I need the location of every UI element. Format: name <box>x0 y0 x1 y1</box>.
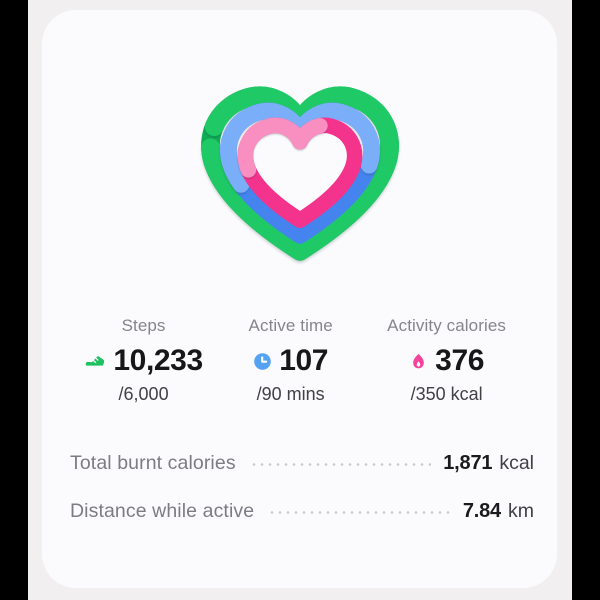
steps-value: 10,233 <box>113 344 203 377</box>
total-burnt-calories-label: Total burnt calories <box>70 451 236 474</box>
activity-calories-value: 376 <box>435 344 485 377</box>
calories-ring-progress <box>237 117 362 228</box>
activity-summary-card[interactable]: Steps 10,233 /6,000 Active time <box>42 10 557 588</box>
shoe-icon <box>84 350 106 372</box>
distance-while-active-label: Distance while active <box>70 499 255 522</box>
summary-rows: Total burnt calories 1,871 kcal Distance… <box>70 439 534 535</box>
stat-steps[interactable]: Steps 10,233 /6,000 <box>70 315 217 405</box>
row-total-burnt-calories[interactable]: Total burnt calories 1,871 kcal <box>70 439 534 487</box>
total-burnt-calories-unit: kcal <box>499 451 534 474</box>
stats-row: Steps 10,233 /6,000 Active time <box>42 315 557 405</box>
distance-while-active-value: 7.84 <box>462 499 501 522</box>
total-burnt-calories-value: 1,871 <box>443 451 493 474</box>
app-background: Steps 10,233 /6,000 Active time <box>28 0 572 600</box>
row-distance-while-active[interactable]: Distance while active 7.84 km <box>70 487 534 535</box>
activity-rings-heart <box>42 74 557 269</box>
stat-steps-label: Steps <box>121 316 166 335</box>
dotted-leader <box>249 462 432 466</box>
flame-icon <box>409 352 428 371</box>
activity-calories-label: Activity calories <box>387 316 507 335</box>
active-time-value: 107 <box>279 344 329 377</box>
steps-ring <box>200 86 399 261</box>
active-time-target: /90 mins <box>256 384 325 404</box>
active-time-label: Active time <box>248 316 333 335</box>
calories-ring <box>237 117 362 228</box>
active-time-ring <box>219 102 380 244</box>
stat-active-time[interactable]: Active time 107 /90 mins <box>217 315 364 405</box>
activity-calories-target: /350 kcal <box>410 384 483 404</box>
steps-ring-progress <box>200 86 399 261</box>
stat-activity-calories[interactable]: Activity calories 376 /350 kcal <box>364 315 529 405</box>
clock-icon <box>253 352 272 371</box>
active-time-ring-progress <box>219 102 380 244</box>
heart-rings-graphic <box>200 86 399 261</box>
dotted-leader <box>268 510 451 514</box>
distance-while-active-unit: km <box>508 499 534 522</box>
steps-target: /6,000 <box>118 384 169 404</box>
